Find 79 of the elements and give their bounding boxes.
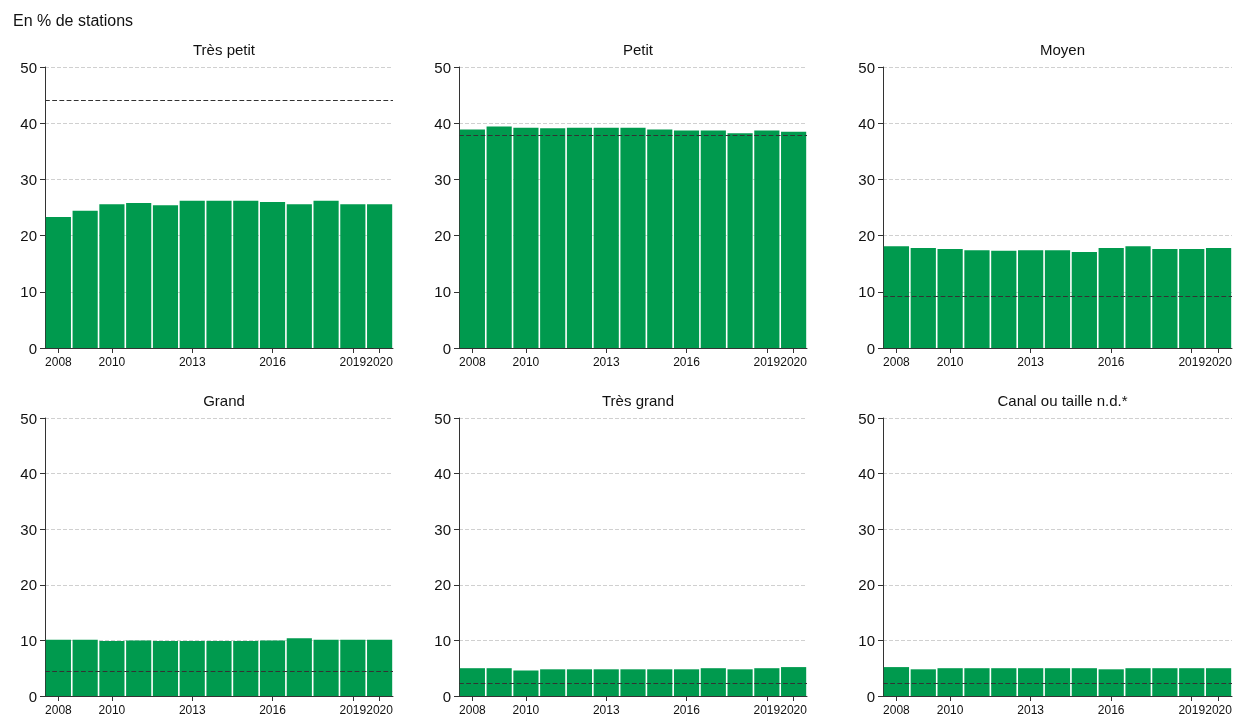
x-tick-label: 2013 xyxy=(1017,703,1045,717)
y-tick-label: 40 xyxy=(434,465,451,483)
x-tick-label: 2008 xyxy=(883,355,911,369)
x-tick-label: 2020 xyxy=(366,355,394,369)
y-tick-label: 40 xyxy=(20,114,37,132)
y-tick-label: 10 xyxy=(20,283,37,301)
x-tick-label: 2010 xyxy=(98,355,126,369)
y-tick-label: 30 xyxy=(20,170,37,188)
y-tick-label: 20 xyxy=(20,227,37,245)
y-tick-label: 50 xyxy=(434,409,451,427)
x-tick-label: 2019 xyxy=(1178,355,1206,369)
y-tick-label: 50 xyxy=(858,409,875,427)
x-tick-label: 2020 xyxy=(1205,703,1233,717)
y-tick-label: 30 xyxy=(20,520,37,538)
y-tick-label: 50 xyxy=(434,58,451,76)
x-tick-label: 2010 xyxy=(936,703,964,717)
x-tick-label: 2010 xyxy=(512,703,540,717)
chart-title: Moyen xyxy=(1039,41,1086,58)
x-tick-label: 2020 xyxy=(366,703,394,717)
y-tick-label: 40 xyxy=(858,114,875,132)
y-tick-label: 20 xyxy=(858,227,875,245)
y-axis-title: En % de stations xyxy=(13,11,134,29)
x-tick-label: 2008 xyxy=(45,703,73,717)
x-tick-label: 2016 xyxy=(1097,703,1125,717)
y-tick-label: 30 xyxy=(858,520,875,538)
y-tick-label: 0 xyxy=(442,339,451,357)
y-tick-label: 10 xyxy=(858,283,875,301)
x-tick-label: 2019 xyxy=(753,703,781,717)
x-tick-label: 2020 xyxy=(780,703,808,717)
x-tick-label: 2016 xyxy=(673,355,701,369)
y-tick-label: 20 xyxy=(434,576,451,594)
y-tick-label: 10 xyxy=(434,631,451,649)
x-tick-label: 2016 xyxy=(259,355,287,369)
x-tick-label: 2020 xyxy=(780,355,808,369)
x-tick-label: 2016 xyxy=(1097,355,1125,369)
y-tick-label: 30 xyxy=(434,520,451,538)
y-tick-label: 50 xyxy=(858,58,875,76)
x-tick-label: 2008 xyxy=(883,703,911,717)
y-tick-label: 0 xyxy=(442,687,451,705)
y-tick-label: 40 xyxy=(434,114,451,132)
chart-title: Canal ou taille n.d.* xyxy=(997,392,1128,409)
x-tick-label: 2013 xyxy=(178,703,206,717)
y-tick-label: 20 xyxy=(434,227,451,245)
chart-title: Petit xyxy=(622,41,654,58)
y-tick-label: 20 xyxy=(858,576,875,594)
y-tick-label: 50 xyxy=(20,58,37,76)
x-tick-label: 2020 xyxy=(1205,355,1233,369)
y-tick-label: 0 xyxy=(28,687,37,705)
x-tick-label: 2010 xyxy=(98,703,126,717)
x-tick-label: 2013 xyxy=(178,355,206,369)
chart-title: Grand xyxy=(203,392,245,409)
x-tick-label: 2013 xyxy=(592,703,620,717)
x-tick-label: 2013 xyxy=(592,355,620,369)
x-tick-label: 2019 xyxy=(1178,703,1206,717)
x-tick-label: 2008 xyxy=(45,355,73,369)
y-tick-label: 0 xyxy=(866,687,875,705)
x-tick-label: 2010 xyxy=(512,355,540,369)
y-tick-label: 0 xyxy=(28,339,37,357)
y-tick-label: 50 xyxy=(20,409,37,427)
x-tick-label: 2008 xyxy=(459,355,487,369)
y-tick-label: 20 xyxy=(20,576,37,594)
y-tick-label: 30 xyxy=(858,170,875,188)
y-tick-label: 10 xyxy=(434,283,451,301)
y-tick-label: 40 xyxy=(858,465,875,483)
y-tick-label: 10 xyxy=(20,631,37,649)
x-tick-label: 2019 xyxy=(753,355,781,369)
x-tick-label: 2016 xyxy=(673,703,701,717)
x-tick-label: 2016 xyxy=(259,703,287,717)
x-tick-label: 2013 xyxy=(1017,355,1045,369)
x-tick-label: 2010 xyxy=(936,355,964,369)
y-tick-label: 30 xyxy=(434,170,451,188)
x-tick-label: 2008 xyxy=(459,703,487,717)
x-tick-label: 2019 xyxy=(339,355,367,369)
y-tick-label: 40 xyxy=(20,465,37,483)
chart-title: Très grand xyxy=(602,392,674,409)
chart-title: Très petit xyxy=(193,41,256,58)
y-tick-label: 10 xyxy=(858,631,875,649)
x-tick-label: 2019 xyxy=(339,703,367,717)
y-tick-label: 0 xyxy=(866,339,875,357)
